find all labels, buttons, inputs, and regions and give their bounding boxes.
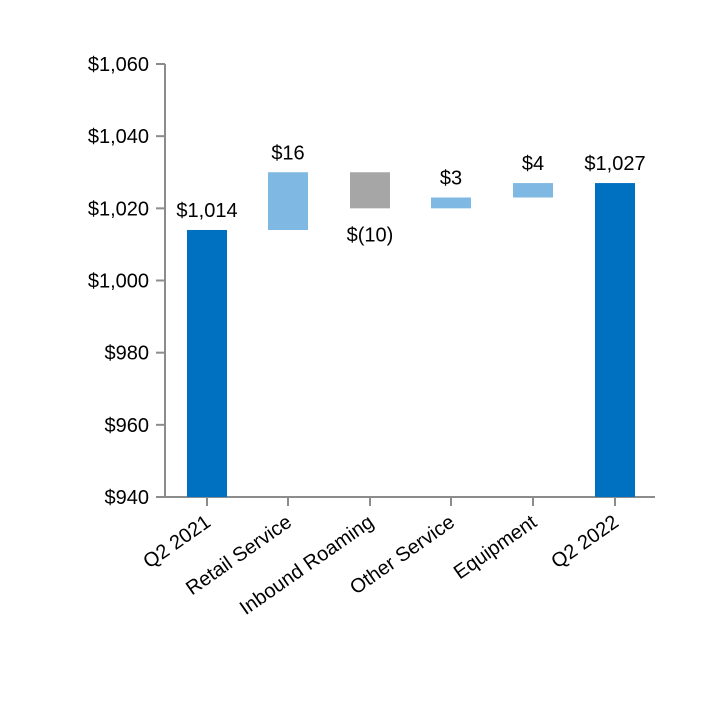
- bar-retail-service: [268, 172, 308, 230]
- data-label: $1,014: [176, 200, 237, 222]
- category-label: Equipment: [450, 511, 541, 584]
- bar-inbound-roaming: [350, 172, 390, 209]
- y-tick-label: $940: [105, 487, 150, 509]
- category-label: Q2 2021: [139, 511, 214, 573]
- data-label: $16: [271, 142, 304, 164]
- bar-other-service: [431, 197, 471, 209]
- y-tick-label: $1,040: [88, 126, 149, 148]
- y-tick-label: $980: [105, 343, 150, 365]
- bar-q2-2021: [187, 229, 227, 497]
- bar-q2-2022: [595, 183, 635, 497]
- data-label: $3: [440, 168, 462, 190]
- y-tick-label: $1,060: [88, 54, 149, 76]
- data-label: $4: [522, 153, 544, 175]
- bar-equipment: [513, 183, 553, 198]
- category-label: Inbound Roaming: [236, 511, 378, 620]
- y-tick-label: $960: [105, 415, 150, 437]
- y-tick-label: $1,020: [88, 198, 149, 220]
- y-tick-label: $1,000: [88, 271, 149, 293]
- category-label: Q2 2022: [547, 511, 622, 573]
- data-label: $(10): [347, 224, 394, 246]
- data-label: $1,027: [584, 153, 645, 175]
